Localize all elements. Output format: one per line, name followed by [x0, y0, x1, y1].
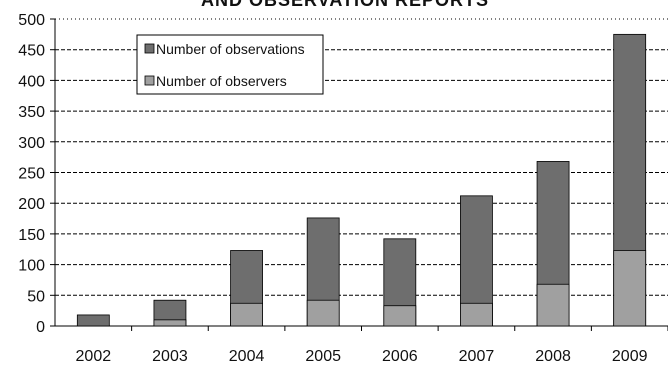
bar	[460, 302, 493, 327]
y-tick-label: 200	[18, 196, 45, 213]
bar	[536, 283, 570, 327]
y-tick-label: 250	[18, 166, 45, 183]
legend-label: Number of observers	[156, 73, 287, 89]
y-tick-label: 300	[18, 135, 45, 152]
legend-label: Number of observations	[156, 41, 305, 57]
legend-swatch	[144, 75, 155, 86]
x-tick-label: 2003	[152, 348, 188, 365]
legend-swatch	[144, 43, 155, 54]
x-tick-label: 2006	[382, 348, 418, 365]
x-tick-label: 2005	[305, 348, 341, 365]
bar	[613, 250, 647, 327]
x-tick-label: 2007	[459, 348, 495, 365]
bar	[153, 319, 187, 327]
bar	[76, 314, 110, 327]
y-tick-label: 400	[18, 73, 45, 90]
y-tick-label: 100	[18, 258, 45, 275]
legend-box	[136, 34, 324, 95]
chart-title: AND OBSERVATION REPORTS	[201, 0, 489, 10]
bar	[306, 299, 340, 327]
x-tick-label: 2009	[612, 348, 648, 365]
y-tick-label: 450	[18, 43, 45, 60]
bar	[383, 305, 417, 327]
y-tick-label: 500	[18, 12, 45, 29]
y-tick-label: 150	[18, 227, 45, 244]
y-tick-label: 0	[36, 319, 45, 336]
y-tick-label: 350	[18, 104, 45, 121]
bar	[230, 302, 263, 327]
y-tick-label: 50	[27, 288, 45, 305]
x-tick-label: 2004	[229, 348, 265, 365]
x-tick-label: 2002	[76, 348, 112, 365]
x-tick-label: 2008	[535, 348, 571, 365]
